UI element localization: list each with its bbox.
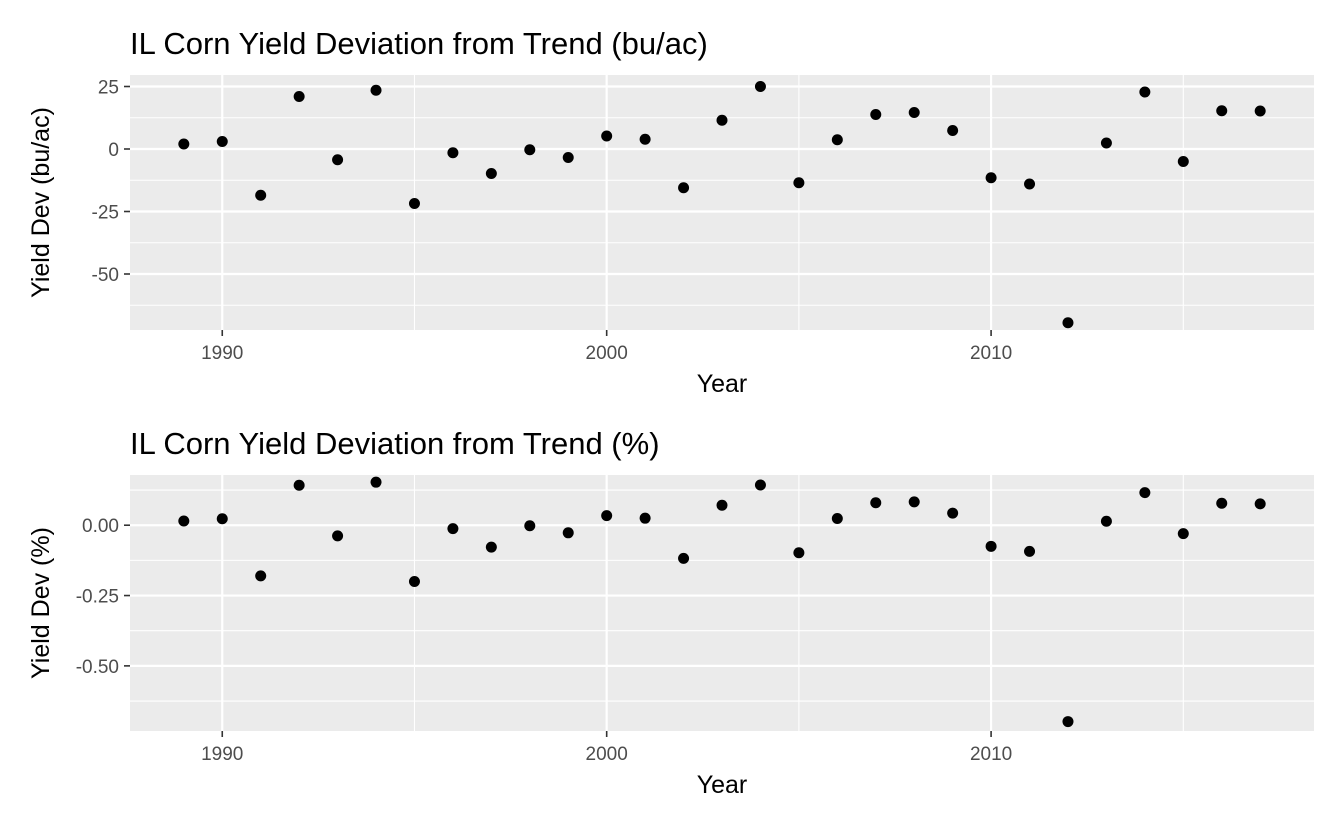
- chart-panel-1: IL Corn Yield Deviation from Trend (bu/a…: [27, 26, 1314, 398]
- data-point: [255, 570, 267, 582]
- data-point: [985, 172, 997, 184]
- grid-1: [130, 75, 1314, 330]
- data-point: [639, 512, 651, 524]
- data-point: [908, 496, 920, 508]
- x-tick-label: 2010: [970, 343, 1012, 364]
- x-tick-label: 1990: [201, 744, 243, 765]
- y-tick-label: -25: [92, 203, 119, 224]
- data-point: [831, 512, 843, 524]
- x-tick-label: 2010: [970, 744, 1012, 765]
- y-axis-title-1: Yield Dev (bu/ac): [27, 107, 55, 298]
- grid-2: [130, 475, 1314, 731]
- data-point: [216, 136, 228, 147]
- chart-title-2: IL Corn Yield Deviation from Trend (%): [130, 426, 660, 461]
- data-point: [332, 530, 344, 542]
- data-point: [601, 130, 613, 142]
- y-tick-label: 25: [98, 78, 119, 99]
- data-point: [908, 107, 920, 118]
- data-point: [716, 114, 728, 126]
- x-axis-title-2: Year: [697, 771, 748, 799]
- data-point: [178, 515, 190, 527]
- chart-title-1: IL Corn Yield Deviation from Trend (bu/a…: [130, 26, 708, 61]
- x-axis-title-1: Year: [697, 370, 748, 398]
- data-point: [408, 198, 420, 209]
- x-tick-label: 2000: [586, 343, 628, 364]
- data-point: [293, 91, 305, 102]
- data-point: [447, 147, 459, 159]
- data-point: [370, 476, 382, 488]
- data-point: [1062, 317, 1074, 329]
- data-point: [1100, 137, 1112, 149]
- y-axis-2: 0.00 -0.25 -0.50: [76, 516, 130, 678]
- data-point: [408, 575, 420, 587]
- data-point: [1216, 105, 1228, 117]
- data-point: [178, 138, 190, 150]
- data-point: [1177, 528, 1189, 540]
- data-point: [485, 541, 497, 553]
- data-point: [255, 189, 267, 201]
- data-point: [1024, 545, 1036, 557]
- data-point: [562, 152, 574, 163]
- data-point: [831, 134, 843, 146]
- y-tick-label: -0.50: [76, 657, 119, 678]
- x-tick-label: 1990: [201, 343, 243, 364]
- data-point: [1254, 498, 1266, 510]
- data-point: [562, 527, 574, 539]
- data-point: [370, 84, 382, 96]
- x-axis-2: 1990 2000 2010: [201, 731, 1012, 765]
- data-point: [1177, 156, 1189, 167]
- data-point: [985, 540, 997, 552]
- data-point: [601, 510, 613, 522]
- chart-panel-2: IL Corn Yield Deviation from Trend (%) 0…: [27, 426, 1314, 799]
- data-point: [947, 507, 959, 519]
- data-point: [1139, 86, 1151, 98]
- data-point: [754, 479, 766, 491]
- plot-background-1: [130, 75, 1314, 330]
- data-point: [332, 154, 344, 166]
- data-point: [447, 523, 459, 535]
- y-tick-label: 0: [108, 140, 119, 161]
- data-point: [524, 144, 536, 156]
- data-point: [870, 109, 882, 120]
- data-point: [754, 81, 766, 92]
- series-points-2: [178, 476, 1266, 728]
- data-point: [793, 177, 805, 189]
- data-point: [216, 513, 228, 525]
- y-axis-1: 25 0 -25 -50: [92, 78, 130, 286]
- data-point: [1062, 716, 1074, 728]
- y-tick-label: -50: [92, 265, 119, 286]
- data-point: [1100, 515, 1112, 527]
- y-tick-label: 0.00: [82, 516, 119, 537]
- data-point: [1254, 105, 1266, 117]
- series-points-1: [178, 81, 1266, 329]
- y-tick-label: -0.25: [76, 587, 119, 608]
- data-point: [678, 552, 690, 564]
- data-point: [293, 479, 305, 491]
- x-tick-label: 2000: [586, 744, 628, 765]
- data-point: [1139, 487, 1151, 499]
- data-point: [947, 125, 959, 136]
- data-point: [524, 520, 536, 532]
- data-point: [639, 133, 651, 145]
- data-point: [485, 168, 497, 179]
- plot-background-2: [130, 475, 1314, 731]
- data-point: [870, 497, 882, 509]
- y-axis-title-2: Yield Dev (%): [27, 527, 55, 679]
- x-axis-1: 1990 2000 2010: [201, 330, 1012, 364]
- data-point: [716, 499, 728, 511]
- data-point: [1216, 497, 1228, 509]
- data-point: [678, 182, 690, 194]
- data-point: [1024, 178, 1036, 190]
- data-point: [793, 547, 805, 559]
